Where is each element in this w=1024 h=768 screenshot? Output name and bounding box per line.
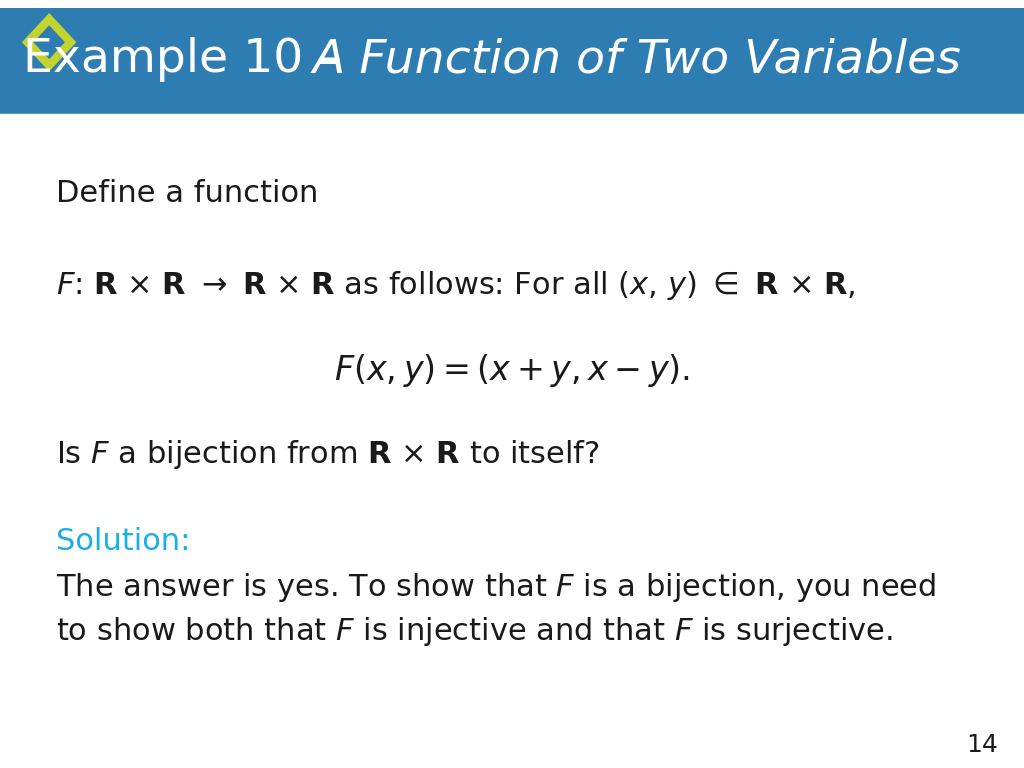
Text: 14: 14 bbox=[967, 733, 998, 757]
Text: Define a function: Define a function bbox=[56, 179, 318, 208]
Text: to show both that $F$ is injective and that $F$ is surjective.: to show both that $F$ is injective and t… bbox=[56, 615, 893, 647]
Polygon shape bbox=[34, 25, 65, 59]
Text: Example 10 –: Example 10 – bbox=[23, 37, 356, 82]
Bar bbox=[0, 8, 1024, 111]
Polygon shape bbox=[22, 13, 77, 71]
Text: $F(x, y) = (x + y, x - y).$: $F(x, y) = (x + y, x - y).$ bbox=[334, 352, 690, 389]
Text: Is $F$ a bijection from $\mathbf{R}$ $\times$ $\mathbf{R}$ to itself?: Is $F$ a bijection from $\mathbf{R}$ $\t… bbox=[56, 439, 600, 471]
Text: $F$: $\mathbf{R}$ $\times$ $\mathbf{R}$ $\rightarrow$ $\mathbf{R}$ $\times$ $\ma: $F$: $\mathbf{R}$ $\times$ $\mathbf{R}$ … bbox=[56, 270, 856, 302]
Text: Solution:: Solution: bbox=[56, 527, 190, 556]
Text: The answer is yes. To show that $F$ is a bijection, you need: The answer is yes. To show that $F$ is a… bbox=[56, 571, 937, 604]
Text: A Function of Two Variables: A Function of Two Variables bbox=[312, 37, 962, 82]
